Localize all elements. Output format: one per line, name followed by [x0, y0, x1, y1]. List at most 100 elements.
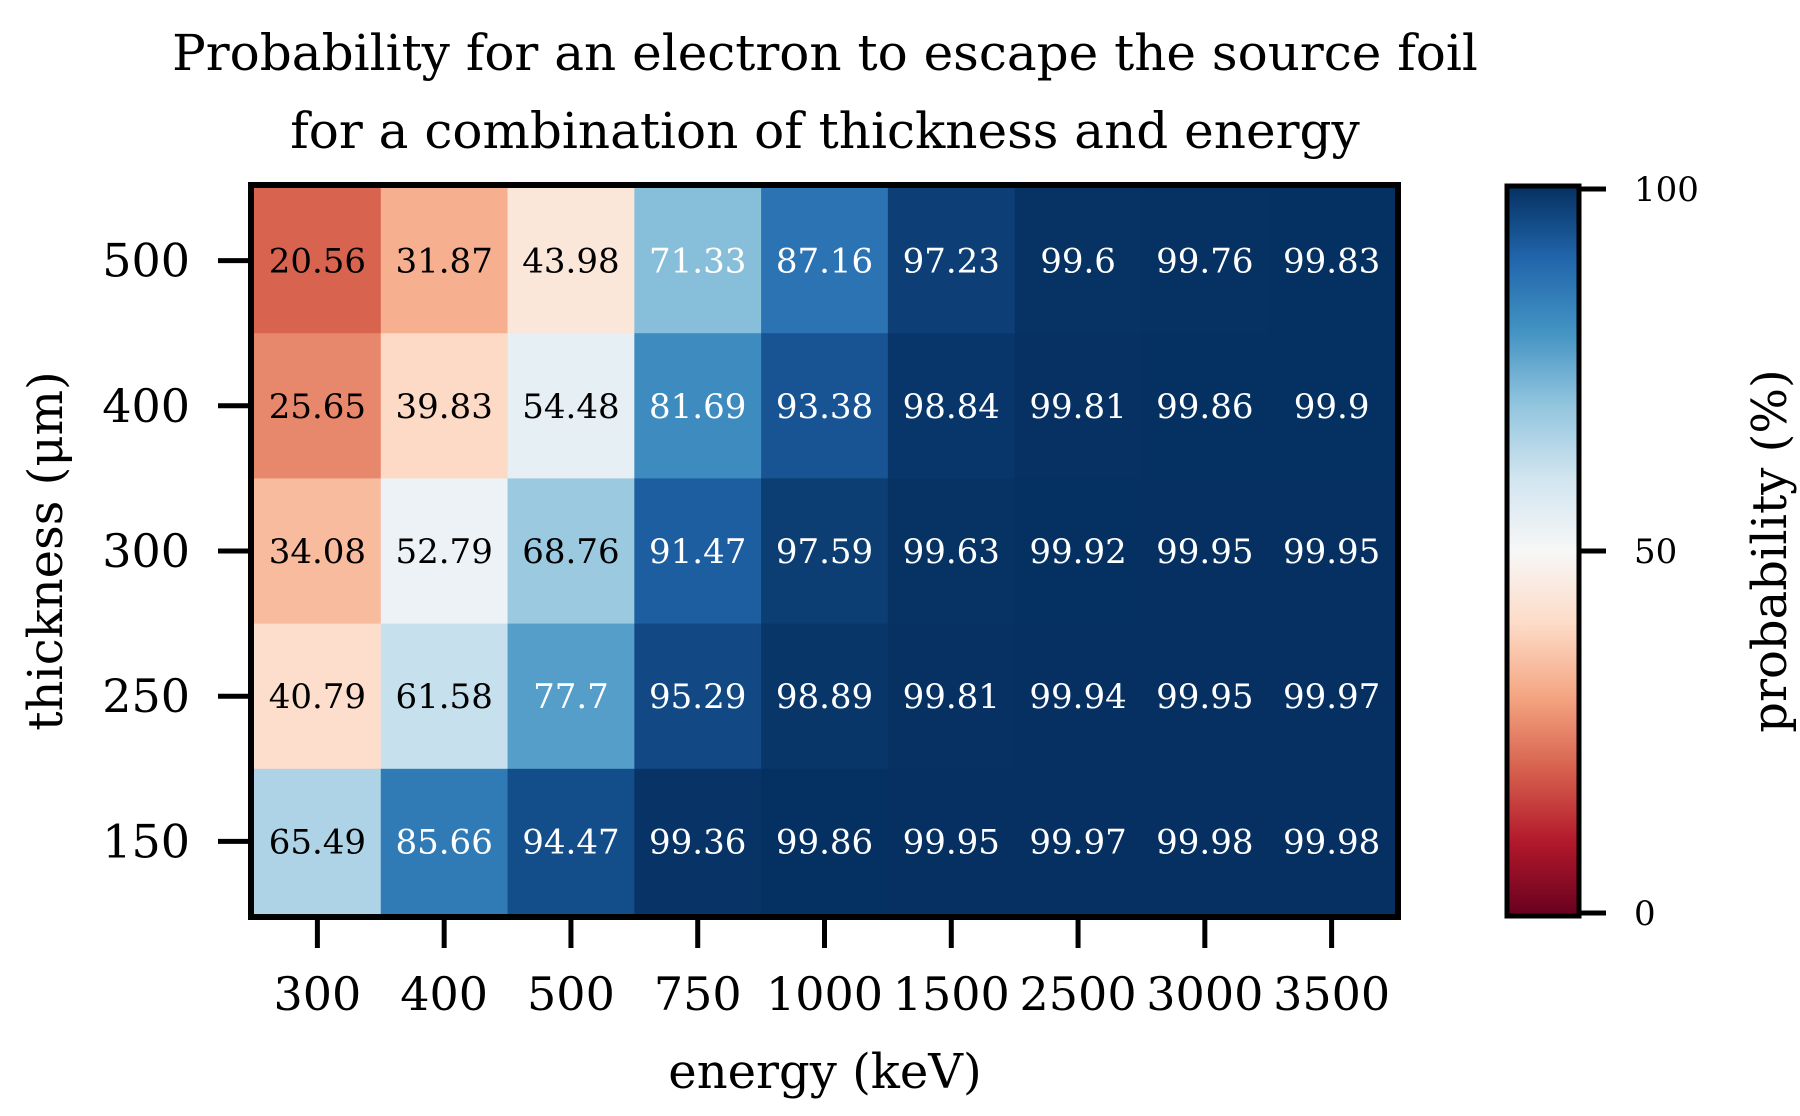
- cell-value-label: 31.87: [395, 242, 492, 282]
- heatmap-cell: [507, 188, 635, 334]
- heatmap-cell: [887, 768, 1016, 915]
- cell-value-label: 91.47: [649, 532, 746, 572]
- chart-title-line-2: for a combination of thickness and energ…: [290, 102, 1360, 160]
- y-axis-ticks: 500 400 300 250 150: [102, 234, 251, 868]
- heatmap-cells: [254, 188, 1396, 915]
- heatmap-cell: [1014, 478, 1143, 625]
- heatmap-cell: [380, 768, 509, 915]
- x-axis-ticks: 300 400 500 750 1000 1500 2500 3000 3500: [273, 917, 1390, 1021]
- cell-value-label: 99.92: [1029, 532, 1126, 572]
- cell-value-label: 99.95: [1156, 532, 1253, 572]
- heatmap-cell: [1141, 768, 1269, 915]
- heatmap-cell: [254, 478, 382, 625]
- y-tick-label: 500: [102, 234, 190, 288]
- heatmap-cell: [1268, 478, 1396, 625]
- heatmap-cell: [507, 478, 635, 625]
- heatmap-cell: [887, 333, 1016, 479]
- heatmap-cell: [1014, 623, 1143, 770]
- heatmap-cell: [634, 478, 762, 625]
- cell-value-label: 94.47: [522, 822, 619, 862]
- cell-value-label: 97.59: [776, 532, 873, 572]
- cell-value-label: 68.76: [522, 532, 619, 572]
- colorbar-tick-label: 0: [1634, 894, 1656, 934]
- y-axis-label: thickness (μm): [18, 371, 74, 731]
- heatmap-cell: [761, 333, 889, 479]
- heatmap-cell: [1268, 188, 1396, 334]
- cell-value-label: 87.16: [776, 242, 873, 282]
- cell-value-label: 99.81: [903, 677, 1000, 717]
- cell-value-label: 39.83: [395, 387, 492, 427]
- cell-value-label: 99.81: [1029, 387, 1126, 427]
- cell-value-label: 99.98: [1283, 822, 1380, 862]
- cell-value-label: 99.86: [776, 822, 873, 862]
- x-tick-label: 500: [527, 967, 615, 1021]
- cell-value-label: 40.79: [269, 677, 366, 717]
- y-tick-label: 400: [102, 379, 190, 433]
- x-axis-label: energy (keV): [668, 1044, 981, 1100]
- cell-value-label: 77.7: [533, 677, 609, 717]
- heatmap-cell: [634, 188, 762, 334]
- heatmap-cell: [1268, 333, 1396, 479]
- x-tick-label: 3500: [1273, 967, 1390, 1021]
- heatmap-cell: [634, 623, 762, 770]
- heatmap-cell: [1141, 623, 1269, 770]
- colorbar-ticks: 0 50 100: [1579, 170, 1699, 934]
- cell-value-label: 43.98: [522, 242, 619, 282]
- heatmap-cell: [1268, 623, 1396, 770]
- cell-value-label: 95.29: [649, 677, 746, 717]
- cell-value-label: 99.97: [1029, 822, 1126, 862]
- heatmap-cell: [761, 478, 889, 625]
- cell-value-label: 99.95: [1283, 532, 1380, 572]
- cell-value-label: 99.98: [1156, 822, 1253, 862]
- heatmap-cell: [761, 768, 889, 915]
- heatmap-cell: [380, 333, 509, 479]
- colorbar-tick-label: 50: [1634, 532, 1677, 572]
- colorbar-tick-label: 100: [1634, 170, 1699, 210]
- heatmap-cell: [1141, 188, 1269, 334]
- cell-value-label: 99.86: [1156, 387, 1253, 427]
- heatmap-cell: [634, 768, 762, 915]
- heatmap-cell-labels: 20.56 31.87 43.98 71.33 87.16 97.23 99.6 99.76 9…: [269, 242, 1381, 863]
- x-tick-label: 3000: [1146, 967, 1263, 1021]
- x-tick-label: 300: [273, 967, 361, 1021]
- heatmap-cell: [761, 188, 889, 334]
- cell-value-label: 99.94: [1029, 677, 1126, 717]
- heatmap-cell: [254, 188, 382, 334]
- cell-value-label: 99.95: [1156, 677, 1253, 717]
- y-tick-label: 150: [102, 814, 190, 868]
- heatmap-cell: [507, 768, 635, 915]
- heatmap-cell: [1268, 768, 1396, 915]
- cell-value-label: 34.08: [269, 532, 366, 572]
- cell-value-label: 71.33: [649, 242, 746, 282]
- cell-value-label: 98.84: [903, 387, 1000, 427]
- heatmap-cell: [887, 623, 1016, 770]
- cell-value-label: 99.63: [903, 532, 1000, 572]
- cell-value-label: 93.38: [776, 387, 873, 427]
- x-tick-label: 2500: [1020, 967, 1137, 1021]
- heatmap-cell: [254, 623, 382, 770]
- cell-value-label: 99.76: [1156, 242, 1253, 282]
- heatmap-cell: [380, 478, 509, 625]
- y-tick-label: 300: [102, 524, 190, 578]
- cell-value-label: 52.79: [395, 532, 492, 572]
- cell-value-label: 85.66: [395, 822, 492, 862]
- cell-value-label: 20.56: [269, 242, 366, 282]
- x-tick-label: 1000: [766, 967, 883, 1021]
- chart-title-line-1: Probability for an electron to escape th…: [172, 24, 1478, 82]
- x-tick-label: 750: [654, 967, 742, 1021]
- cell-value-label: 61.58: [395, 677, 492, 717]
- cell-value-label: 81.69: [649, 387, 746, 427]
- heatmap-cell: [1141, 333, 1269, 479]
- cell-value-label: 99.9: [1294, 387, 1370, 427]
- cell-value-label: 99.6: [1040, 242, 1116, 282]
- heatmap-cell: [887, 188, 1016, 334]
- heatmap-cell: [254, 333, 382, 479]
- cell-value-label: 99.83: [1283, 242, 1380, 282]
- heatmap-cell: [254, 768, 382, 915]
- x-tick-label: 400: [400, 967, 488, 1021]
- cell-value-label: 54.48: [522, 387, 619, 427]
- heatmap-cell: [761, 623, 889, 770]
- heatmap-cell: [1014, 188, 1143, 334]
- cell-value-label: 98.89: [776, 677, 873, 717]
